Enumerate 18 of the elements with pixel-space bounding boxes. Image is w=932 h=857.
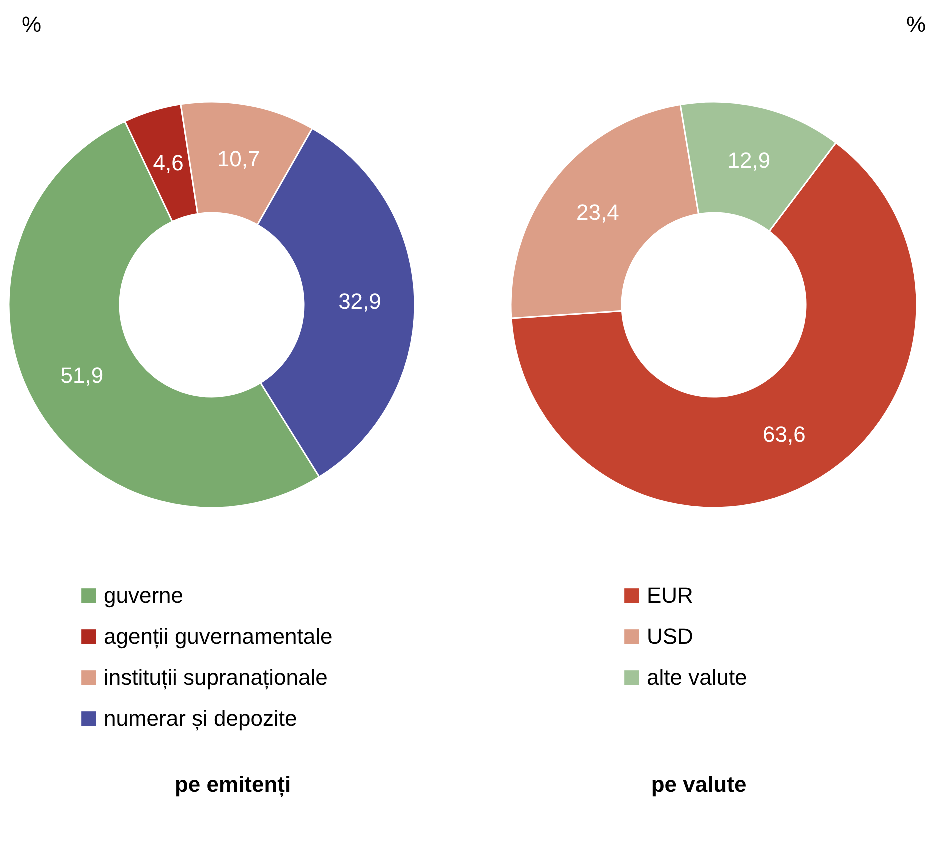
data-label: 4,6: [153, 150, 184, 176]
data-label: 32,9: [338, 289, 382, 314]
legend-label: USD: [647, 624, 694, 649]
legend-label: instituții supranaționale: [104, 665, 328, 690]
text: %: [906, 12, 926, 37]
data-label: 23,4: [576, 200, 620, 226]
legend-label: agenții guvernamentale: [104, 624, 333, 649]
data-label: 51,9: [60, 363, 104, 388]
legend-label: numerar și depozite: [104, 706, 298, 731]
data-label: 10,7: [217, 146, 260, 172]
legend-label: guverne: [104, 583, 184, 608]
text: pe emitenți: [174, 772, 292, 798]
text: pe valute: [651, 772, 747, 797]
data-label: 12,9: [728, 148, 771, 174]
legend-label: alte valute: [647, 665, 748, 690]
text: %: [22, 12, 42, 37]
legend-label: EUR: [647, 583, 694, 608]
data-label: 63,6: [762, 422, 806, 448]
